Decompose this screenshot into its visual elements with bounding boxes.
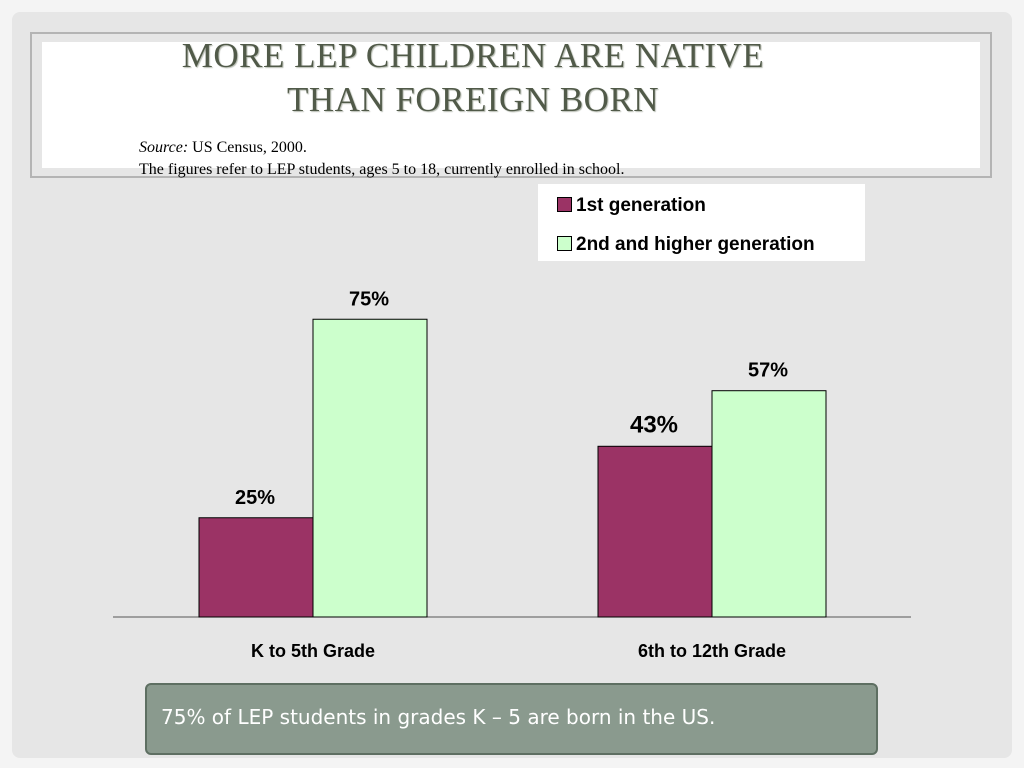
legend-swatch-2nd-generation (557, 235, 572, 251)
chart-legend: 1st generation 2nd and higher generation (538, 184, 865, 261)
takeaway-box: 75% of LEP students in grades K – 5 are … (145, 683, 878, 755)
data-label-1st-generation-2: 43% (630, 411, 678, 438)
source-note: Source: US Census, 2000. The figures ref… (139, 137, 625, 181)
takeaway-text: 75% of LEP students in grades K – 5 are … (161, 705, 716, 729)
source-label: Source: (139, 139, 189, 156)
title-line-2: THAN FOREIGN BORN (286, 80, 660, 119)
category-label-2: 6th to 12th Grade (638, 641, 786, 661)
legend-label-1st-generation: 1st generation (576, 195, 706, 216)
title-box (42, 42, 980, 168)
title-line-1: MORE LEP CHILDREN ARE NATIVE (181, 36, 765, 75)
legend-label-2nd-generation: 2nd and higher generation (576, 234, 815, 255)
legend-item-2nd-generation: 2nd and higher generation (557, 235, 815, 255)
legend-item-1st-generation: 1st generation (557, 196, 706, 216)
data-label-2nd-generation-1: 75% (349, 288, 389, 310)
bar-1st-generation-1 (198, 517, 314, 618)
data-label-1st-generation-1: 25% (235, 487, 275, 509)
slide-title: MORE LEP CHILDREN ARE NATIVE THAN FOREIG… (0, 34, 946, 122)
category-label-1: K to 5th Grade (251, 641, 375, 661)
data-label-2nd-generation-2: 57% (748, 360, 788, 382)
legend-swatch-1st-generation (557, 196, 572, 212)
bar-2nd-generation-2 (711, 390, 827, 618)
figures-note: The figures refer to LEP students, ages … (139, 161, 625, 178)
bar-1st-generation-2 (597, 445, 713, 618)
bar-2nd-generation-1 (312, 318, 428, 618)
source-text: US Census, 2000. (188, 139, 307, 156)
